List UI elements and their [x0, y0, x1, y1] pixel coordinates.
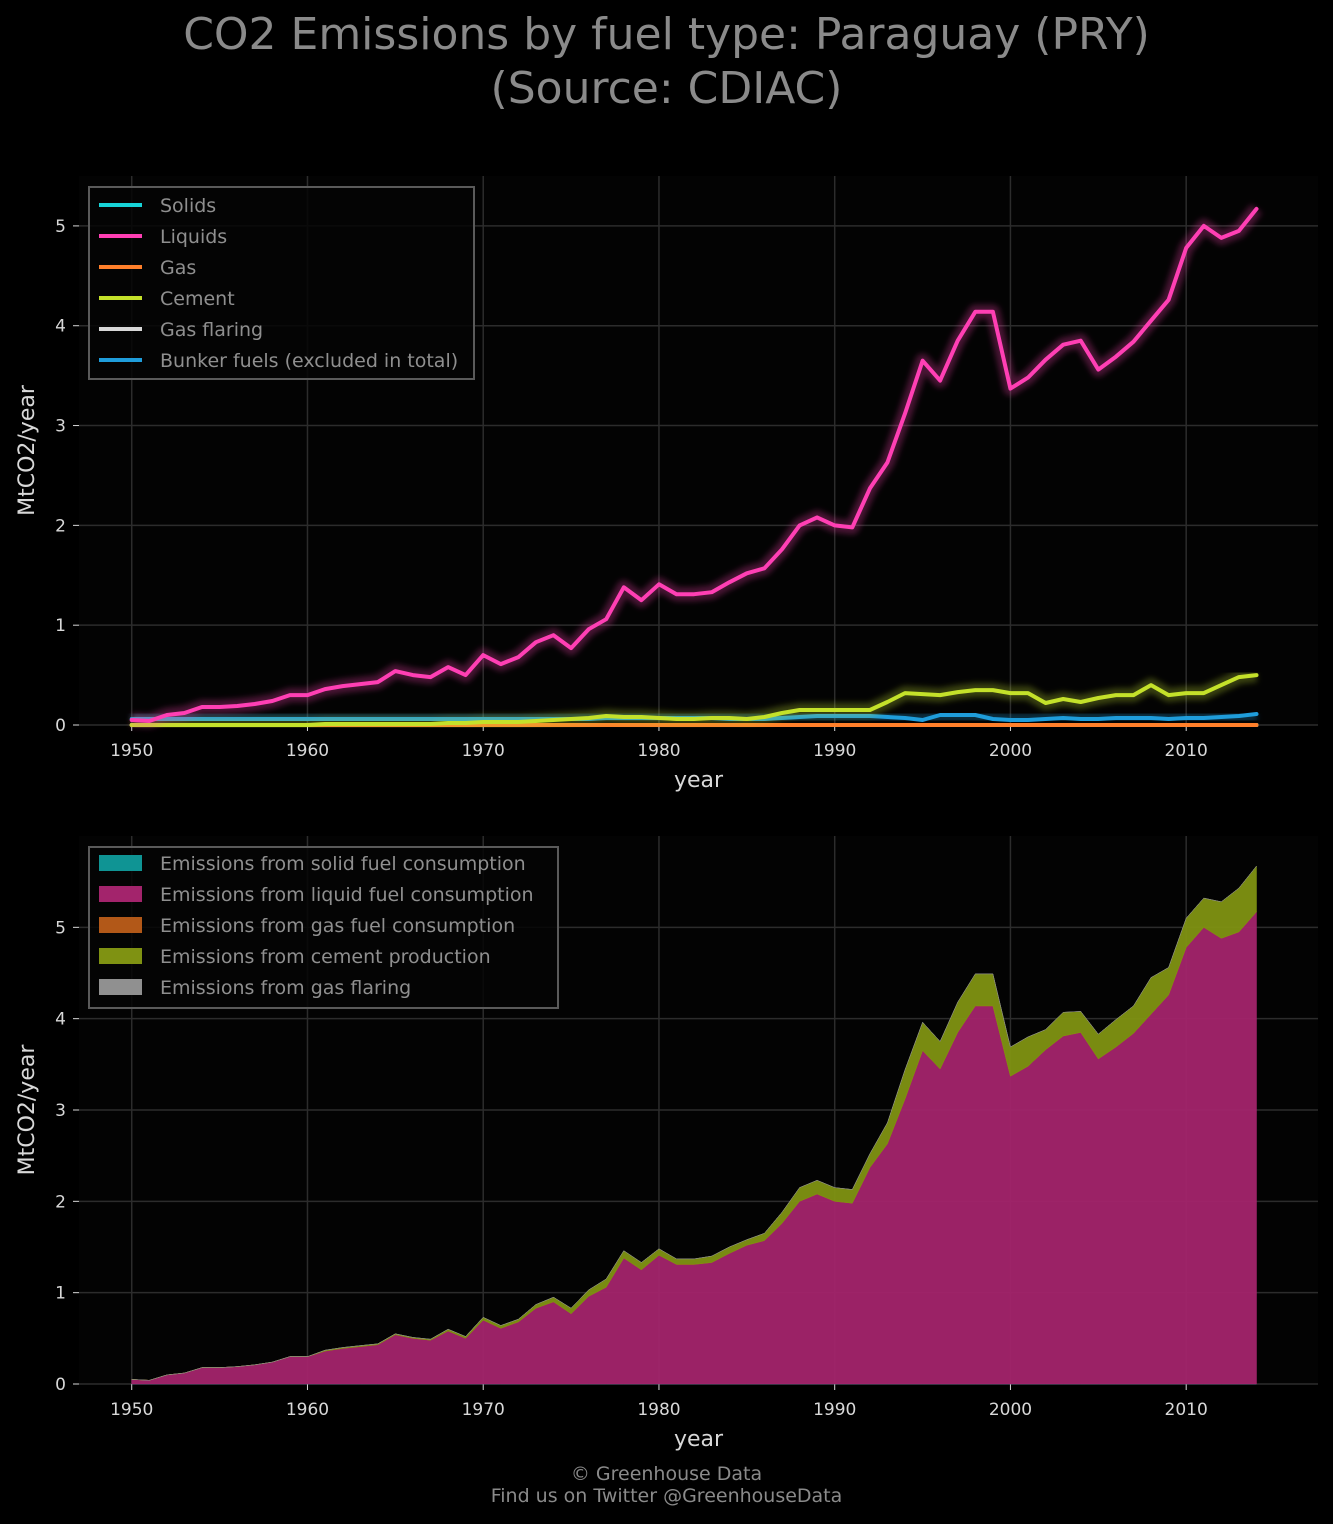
top-ytick-label: 1: [55, 616, 66, 636]
line-chart: 1950 1960 1970 1980 1990 2000 2010 0 1 2 3 4 5 year Mt…: [15, 176, 1318, 793]
stacked-areas: [131, 865, 1257, 1385]
bottom-ytick-label: 0: [55, 1375, 66, 1395]
top-ytick-label: 2: [55, 516, 66, 536]
chart-title-line1: CO2 Emissions by fuel type: Paraguay (PR…: [183, 9, 1150, 60]
bottom-xtick-label: 1960: [286, 1400, 329, 1420]
legend-label: Emissions from liquid fuel consumption: [160, 884, 534, 906]
top-xtick-label: 2000: [989, 741, 1032, 761]
legend-label: Bunker fuels (excluded in total): [160, 350, 458, 372]
bottom-ytick-label: 5: [55, 918, 66, 938]
top-ticks: 1950 1960 1970 1980 1990 2000 2010 0 1 2 3 4 5: [55, 217, 1208, 761]
legend-swatch: [99, 855, 142, 871]
top-ytick-label: 5: [55, 217, 66, 237]
chart-title: CO2 Emissions by fuel type: Paraguay (PR…: [0, 8, 1333, 116]
legend-swatch: [99, 917, 142, 933]
series-line: [129, 673, 1259, 727]
legend-label: Emissions from gas fuel consumption: [160, 915, 515, 937]
top-xtick-label: 1980: [637, 741, 680, 761]
legend-label: Gas: [160, 257, 196, 279]
top-xlabel: year: [674, 768, 724, 793]
top-ylabel: MtCO2/year: [15, 384, 40, 516]
legend-label: Emissions from cement production: [160, 946, 491, 968]
legend: Solids Liquids Gas Cement Gas flaring Bunker …: [88, 186, 475, 380]
bottom-ticks: 1950 1960 1970 1980 1990 2000 2010 0 1 2 3 4 5: [55, 918, 1208, 1420]
legend-label: Solids: [160, 195, 216, 217]
legend-label: Emissions from gas flaring: [160, 977, 411, 999]
bottom-xtick-label: 1990: [813, 1400, 856, 1420]
chart-title-line2: (Source: CDIAC): [490, 63, 843, 114]
series-liquids: [129, 204, 1262, 728]
stacked-area-chart: 1950 1960 1970 1980 1990 2000 2010 0 1 2 3 4 5 year Mt…: [15, 836, 1318, 1452]
legend-swatch: [99, 979, 142, 995]
legend-label: Liquids: [160, 226, 227, 248]
top-xtick-label: 2010: [1165, 741, 1208, 761]
footer-twitter: Find us on Twitter @GreenhouseData: [490, 1485, 843, 1507]
legend: Emissions from solid fuel consumption Emi…: [88, 846, 559, 1009]
series-cement: [129, 668, 1259, 732]
bottom-xlabel: year: [674, 1427, 724, 1452]
series-line: [129, 206, 1259, 723]
top-ytick-label: 3: [55, 417, 66, 437]
bottom-xtick-label: 2010: [1165, 1400, 1208, 1420]
top-xtick-label: 1960: [286, 741, 329, 761]
bottom-xtick-label: 1970: [462, 1400, 505, 1420]
legend-label: Cement: [160, 288, 235, 310]
bottom-ytick-label: 4: [55, 1010, 66, 1030]
top-xtick-label: 1970: [462, 741, 505, 761]
footer: © Greenhouse Data Find us on Twitter @Gr…: [0, 1463, 1333, 1507]
top-ytick-label: 0: [55, 716, 66, 736]
top-xtick-label: 1950: [110, 741, 153, 761]
top-xtick-label: 1990: [813, 741, 856, 761]
legend-label: Gas flaring: [160, 319, 263, 341]
bottom-ytick-label: 1: [55, 1284, 66, 1304]
bottom-ytick-label: 3: [55, 1101, 66, 1121]
legend-box: [88, 186, 475, 380]
footer-copyright: © Greenhouse Data: [570, 1463, 763, 1485]
bottom-ylabel: MtCO2/year: [15, 1044, 40, 1176]
bottom-xtick-label: 1980: [637, 1400, 680, 1420]
top-ytick-label: 4: [55, 317, 66, 337]
legend-swatch: [99, 886, 142, 902]
legend-swatch: [99, 948, 142, 964]
bottom-xtick-label: 2000: [989, 1400, 1032, 1420]
bottom-xtick-label: 1950: [110, 1400, 153, 1420]
legend-box: [88, 846, 559, 1009]
legend-label: Emissions from solid fuel consumption: [160, 853, 526, 875]
bottom-ytick-label: 2: [55, 1192, 66, 1212]
